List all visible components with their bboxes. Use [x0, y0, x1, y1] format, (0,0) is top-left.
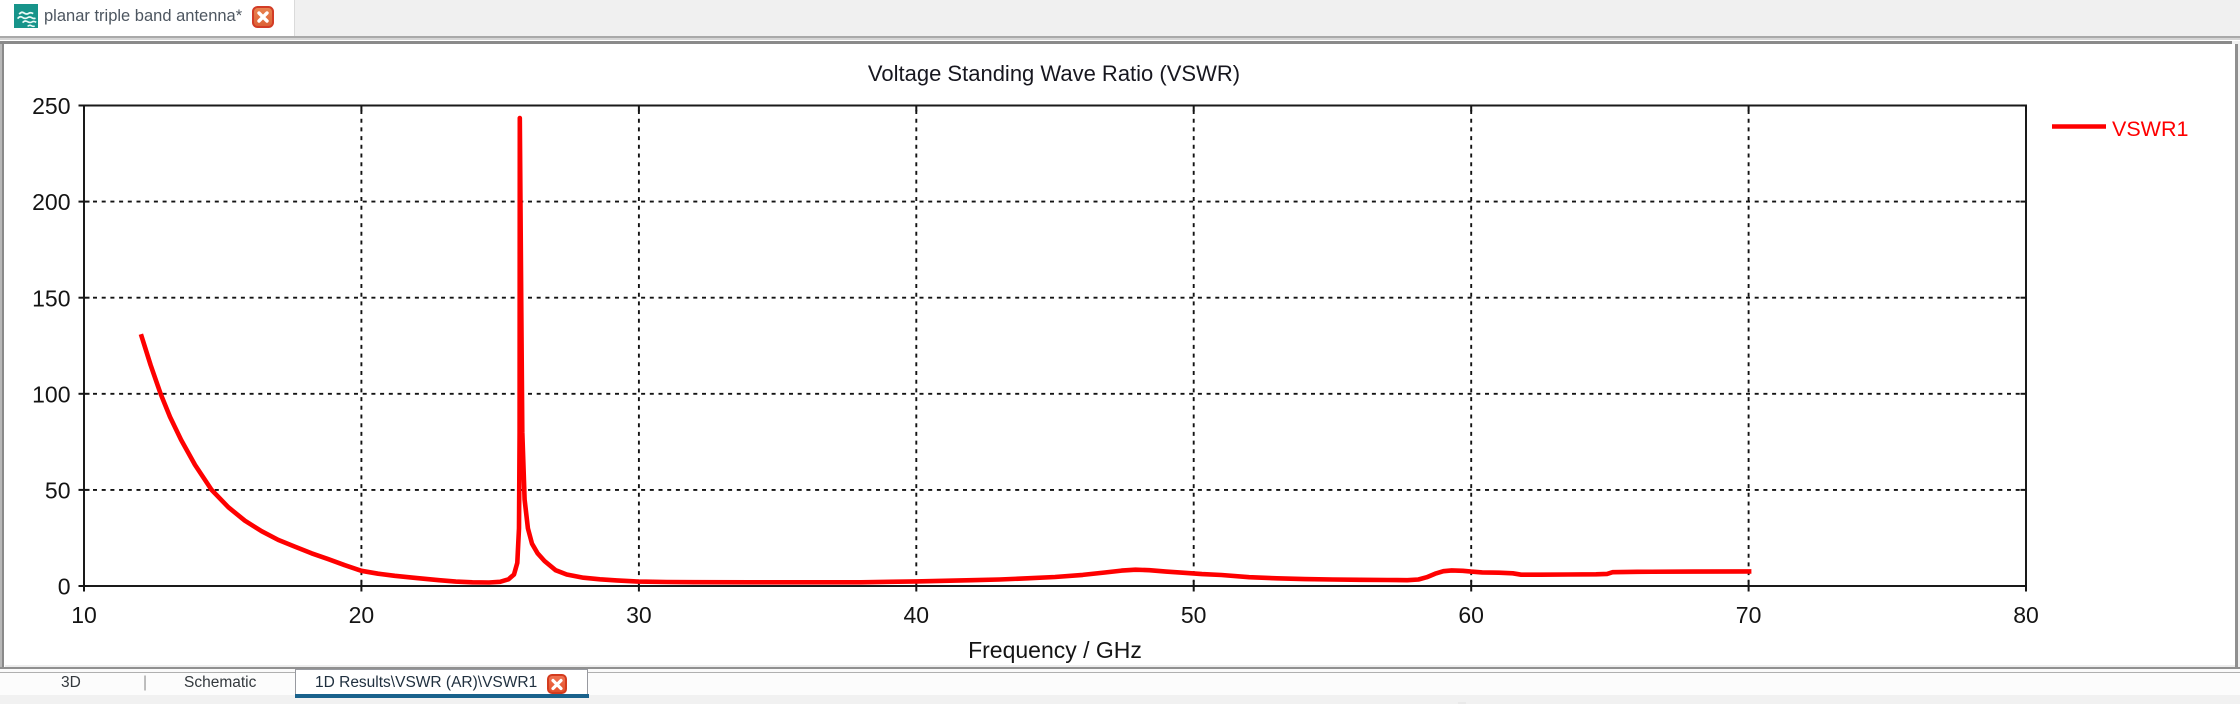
svg-text:Voltage Standing Wave Ratio (V: Voltage Standing Wave Ratio (VSWR)	[868, 61, 1240, 86]
svg-text:Frequency / GHz: Frequency / GHz	[968, 637, 1142, 663]
svg-text:60: 60	[1458, 602, 1484, 628]
svg-text:150: 150	[32, 285, 70, 311]
svg-text:50: 50	[1181, 602, 1207, 628]
svg-text:100: 100	[32, 381, 70, 407]
svg-text:40: 40	[904, 602, 930, 628]
svg-text:0: 0	[58, 574, 71, 600]
svg-text:250: 250	[32, 93, 70, 119]
svg-text:200: 200	[32, 189, 70, 215]
svg-text:VSWR1: VSWR1	[2112, 117, 2188, 141]
svg-text:70: 70	[1736, 602, 1762, 628]
svg-text:20: 20	[349, 602, 375, 628]
svg-text:80: 80	[2013, 602, 2039, 628]
svg-text:30: 30	[626, 602, 652, 628]
svg-text:50: 50	[45, 478, 71, 504]
svg-text:10: 10	[71, 602, 97, 628]
